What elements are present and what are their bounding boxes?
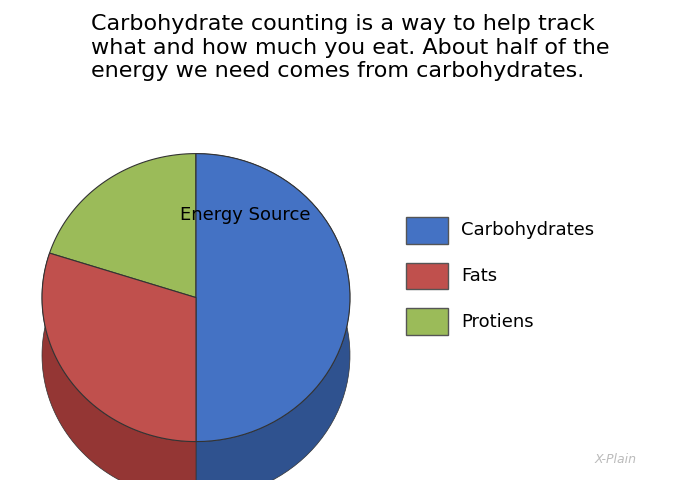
Polygon shape [50,154,196,298]
Polygon shape [196,154,350,480]
Text: Fats: Fats [461,267,497,285]
Text: Carbohydrate counting is a way to help track
what and how much you eat. About ha: Carbohydrate counting is a way to help t… [91,14,609,81]
Polygon shape [196,154,350,442]
Text: X-Plain: X-Plain [595,453,637,466]
FancyBboxPatch shape [406,263,448,289]
FancyBboxPatch shape [406,217,448,244]
Polygon shape [42,253,196,442]
FancyBboxPatch shape [406,309,448,335]
Text: Protiens: Protiens [461,312,533,331]
Text: Energy Source: Energy Source [180,206,310,225]
Polygon shape [42,253,196,480]
Text: Carbohydrates: Carbohydrates [461,221,594,240]
